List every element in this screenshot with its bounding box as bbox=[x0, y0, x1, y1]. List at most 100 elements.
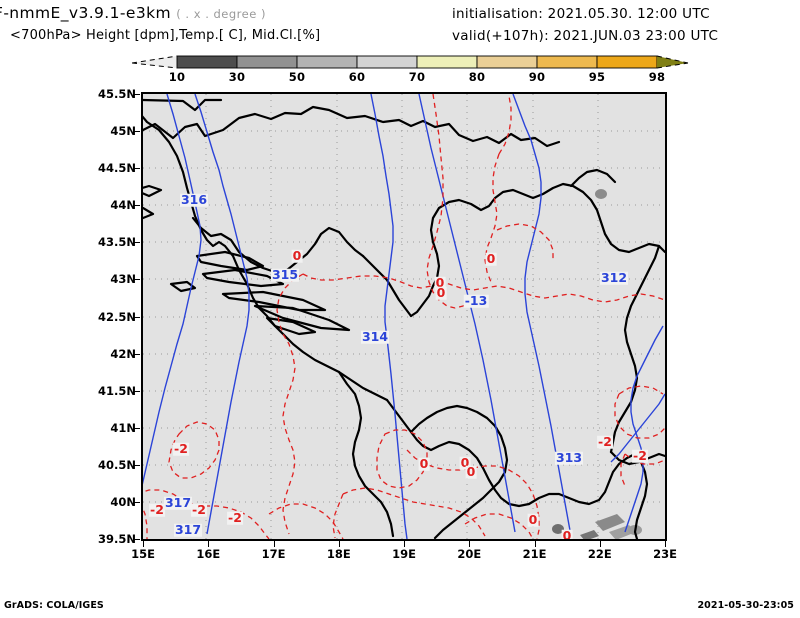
longitude-label-20E: 20E bbox=[457, 547, 482, 561]
latitude-tick bbox=[134, 316, 140, 318]
colorbar-segment bbox=[356, 55, 418, 69]
longitude-tick bbox=[208, 541, 210, 547]
longitude-tick bbox=[273, 541, 275, 547]
latitude-label-41.5N: 41.5N bbox=[98, 383, 136, 398]
longitude-label-21E: 21E bbox=[522, 547, 547, 561]
longitude-label-15E: 15E bbox=[131, 547, 155, 561]
latitude-label-40.5N: 40.5N bbox=[98, 457, 136, 472]
longitude-label-19E: 19E bbox=[392, 547, 416, 561]
colorbar-tick-95: 95 bbox=[588, 70, 606, 84]
height-contour-label: 313 bbox=[554, 449, 584, 465]
latitude-tick bbox=[134, 353, 140, 355]
latitude-tick bbox=[134, 168, 140, 170]
map-panel[interactable]: 316 315 314 313 312 -13 317 317 0 0 0 0 -2 -2 -2 -2 0 0 0 0… bbox=[141, 92, 667, 541]
longitude-label-17E: 17E bbox=[261, 547, 286, 561]
valid-time: valid(+107h): 2021.JUN.03 23:00 UTC bbox=[452, 28, 719, 44]
latitude-axis: 45.5N 45N 44.5N 44N 43.5N 43N 42.5N 42N 41.5N 41N… bbox=[50, 87, 136, 546]
colorbar-tick-10: 10 bbox=[168, 70, 186, 84]
temp-contour-label: 0 bbox=[527, 511, 539, 527]
map-frame[interactable]: 316 315 314 313 312 -13 317 317 0 0 0 0 -2 -2 -2 -2 0 0 0 0… bbox=[141, 92, 667, 541]
temp-contour-label: 0 bbox=[465, 463, 477, 479]
colorbar-strip bbox=[131, 55, 689, 69]
colorbar-tick-98: 98 bbox=[648, 70, 666, 84]
latitude-label-42N: 42N bbox=[110, 346, 136, 361]
colorbar-left-arrow bbox=[132, 56, 177, 68]
latitude-tick bbox=[134, 94, 140, 95]
height-contour-label: 315 bbox=[270, 266, 300, 282]
model-title: F-nmmE_v3.9.1-e3km ( . x . degree ) bbox=[0, 4, 266, 22]
longitude-tick bbox=[143, 541, 144, 547]
temp-contour-label: -2 bbox=[597, 433, 613, 449]
longitude-label-23E: 23E bbox=[653, 547, 677, 561]
colorbar-legend: 10 30 50 60 70 80 90 95 98 bbox=[130, 54, 690, 88]
footer-timestamp: 2021-05-30-23:05 bbox=[697, 600, 794, 611]
temp-contour-label: -2 bbox=[191, 501, 207, 517]
longitude-label-18E: 18E bbox=[326, 547, 351, 561]
colorbar-segment bbox=[176, 55, 238, 69]
colorbar-right-arrow bbox=[657, 56, 688, 68]
latitude-tick bbox=[134, 131, 140, 133]
colorbar-segment bbox=[476, 55, 538, 69]
field-subtitle: <700hPa> Height [dpm],Temp.[ C], Mid.Cl.… bbox=[10, 28, 321, 43]
temp-contour-label: -2 bbox=[173, 440, 189, 456]
temp-contour-label: 0 bbox=[485, 250, 497, 266]
latitude-label-43N: 43N bbox=[110, 272, 136, 287]
colorbar-tick-30: 30 bbox=[228, 70, 246, 84]
latitude-tick bbox=[134, 205, 140, 207]
temp-contour-label: 0 bbox=[561, 527, 573, 541]
colorbar-tick-60: 60 bbox=[348, 70, 366, 84]
longitude-tick bbox=[599, 541, 601, 547]
colorbar-segment bbox=[596, 55, 658, 69]
latitude-tick bbox=[134, 464, 140, 466]
longitude-tick bbox=[338, 541, 340, 547]
latitude-label-42.5N: 42.5N bbox=[98, 309, 136, 324]
temp-contour-label: 0 bbox=[434, 274, 446, 290]
model-title-text: F-nmmE_v3.9.1-e3km bbox=[0, 4, 171, 22]
longitude-tick bbox=[469, 541, 471, 547]
temp-contour-label: -2 bbox=[227, 509, 243, 525]
colorbar-tick-70: 70 bbox=[408, 70, 426, 84]
model-resolution-text: ( . x . degree ) bbox=[176, 7, 266, 21]
temp-contour-label: 0 bbox=[435, 284, 447, 300]
height-contour-label: 317 bbox=[163, 494, 193, 510]
latitude-label-45N: 45N bbox=[110, 124, 136, 139]
latitude-label-43.5N: 43.5N bbox=[98, 235, 136, 250]
latitude-tick bbox=[134, 242, 140, 244]
longitude-tick bbox=[534, 541, 536, 547]
cloud-cover-shading bbox=[552, 189, 642, 539]
latitude-label-44.5N: 44.5N bbox=[98, 161, 136, 176]
colorbar-tick-80: 80 bbox=[468, 70, 486, 84]
latitude-label-40N: 40N bbox=[110, 494, 136, 509]
colorbar-segment bbox=[296, 55, 358, 69]
temp-contour-label: -2 bbox=[149, 501, 165, 517]
latitude-tick bbox=[134, 279, 140, 281]
longitude-tick bbox=[665, 541, 666, 547]
colorbar-segment bbox=[236, 55, 298, 69]
height-contour-label: 312 bbox=[599, 269, 629, 285]
latitude-label-41N: 41N bbox=[110, 420, 136, 435]
temp-contour-label: -2 bbox=[632, 447, 648, 463]
latitude-tick bbox=[134, 501, 140, 503]
latitude-tick bbox=[134, 390, 140, 392]
height-contour-label: -13 bbox=[463, 292, 489, 308]
height-contour-label: 316 bbox=[179, 191, 209, 207]
longitude-label-16E: 16E bbox=[196, 547, 221, 561]
longitude-axis: 15E 16E 17E 18E 19E 20E 21E 22E 23E bbox=[131, 541, 677, 565]
latitude-label-39.5N: 39.5N bbox=[98, 532, 136, 546]
footer-credit: GrADS: COLA/IGES bbox=[4, 600, 104, 611]
height-contour-label: 314 bbox=[360, 328, 390, 344]
initialisation-time: initialisation: 2021.05.30. 12:00 UTC bbox=[452, 6, 710, 22]
temp-contour-label: 0 bbox=[291, 247, 303, 263]
colorbar-left-arrow-outline bbox=[131, 55, 178, 69]
colorbar-segment bbox=[536, 55, 598, 69]
coastline-and-borders bbox=[143, 98, 665, 539]
height-contours bbox=[143, 94, 665, 539]
temp-contour-label: 0 bbox=[418, 455, 430, 471]
longitude-tick bbox=[404, 541, 405, 547]
colorbar-segment bbox=[416, 55, 478, 69]
map-canvas[interactable] bbox=[143, 94, 665, 539]
temp-contour-label: 0 bbox=[459, 454, 471, 470]
colorbar-tick-90: 90 bbox=[528, 70, 546, 84]
colorbar-tick-50: 50 bbox=[288, 70, 306, 84]
latitude-tick bbox=[134, 427, 140, 429]
